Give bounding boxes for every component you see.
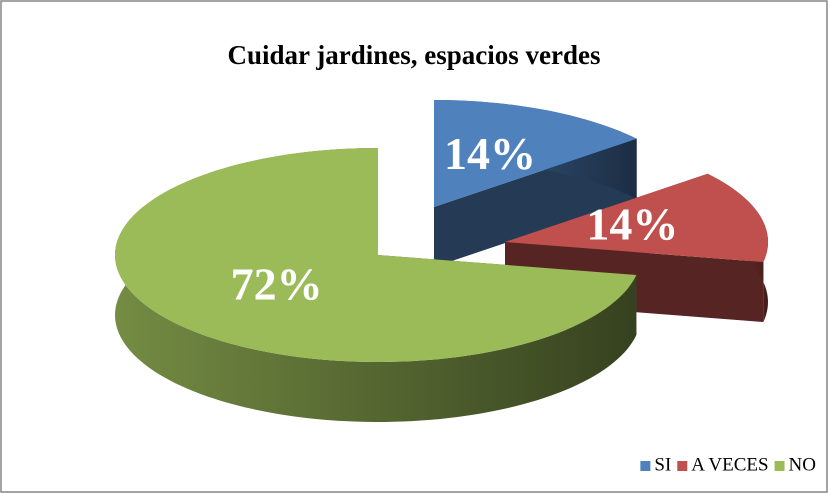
chart-title: Cuidar jardines, espacios verdes [227,40,600,70]
slice [115,148,637,422]
value-label: 14% [444,128,536,179]
legend-swatch [677,461,688,471]
value-label: 14% [586,198,678,249]
pie [115,100,768,422]
legend-label: A VECES [691,454,768,475]
slice-top [434,100,637,207]
slice-top [505,173,768,263]
legend-swatch [774,461,785,471]
legend: NO A VECES SI [640,454,816,475]
slice-top [115,148,637,362]
legend-swatch [640,461,651,471]
value-label: 72% [231,259,323,310]
value-labels: 14% 14% 72% [231,128,679,310]
slice [434,100,637,267]
legend-label: NO [789,454,816,475]
legend-label: SI [654,454,671,475]
